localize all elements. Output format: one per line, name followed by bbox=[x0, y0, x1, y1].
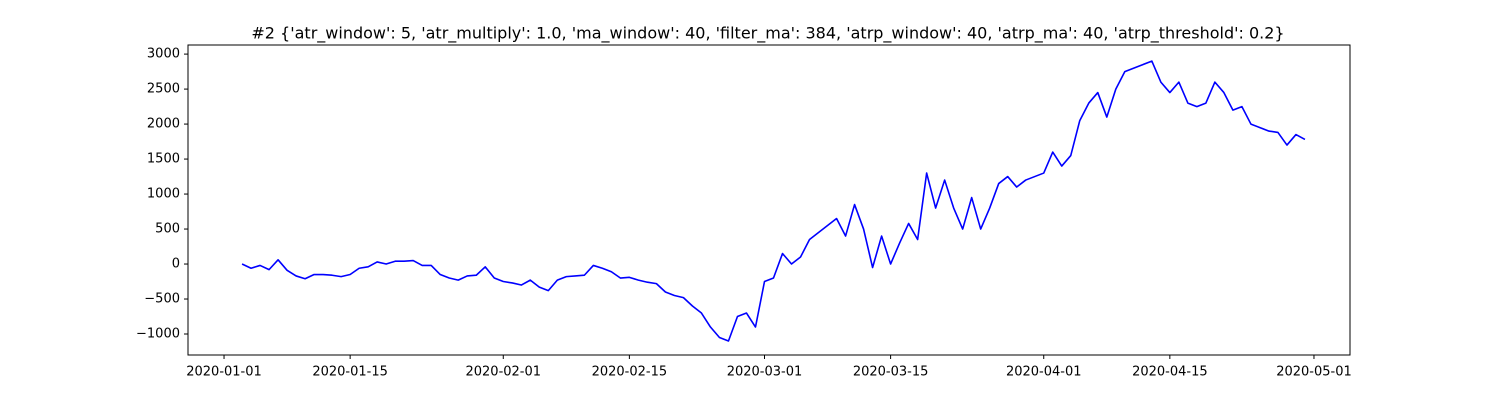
y-tick-label: 1500 bbox=[147, 152, 180, 167]
x-tick-label: 2020-04-01 bbox=[1006, 365, 1082, 380]
plot-frame bbox=[187, 44, 1351, 356]
x-tick-label: 2020-02-01 bbox=[465, 365, 541, 380]
x-tick-label: 2020-03-01 bbox=[727, 365, 803, 380]
data-line bbox=[241, 60, 1306, 342]
y-tick-label: 0 bbox=[172, 257, 180, 272]
x-tick-label: 2020-03-15 bbox=[853, 365, 929, 380]
x-tick-label: 2020-04-15 bbox=[1132, 365, 1208, 380]
x-tick-label: 2020-05-01 bbox=[1276, 365, 1352, 380]
y-tick-label: 2500 bbox=[147, 82, 180, 97]
x-tick-label: 2020-01-15 bbox=[312, 365, 388, 380]
y-tick-label: −500 bbox=[144, 292, 180, 307]
x-tick-label: 2020-01-01 bbox=[186, 365, 262, 380]
y-tick-label: 1000 bbox=[147, 187, 180, 202]
y-tick-label: 500 bbox=[155, 222, 180, 237]
y-tick-label: −1000 bbox=[136, 327, 180, 342]
x-tick-label: 2020-02-15 bbox=[592, 365, 668, 380]
y-tick-label: 3000 bbox=[147, 47, 180, 62]
chart-title: #2 {'atr_window': 5, 'atr_multiply': 1.0… bbox=[251, 24, 1284, 44]
y-tick-label: 2000 bbox=[147, 117, 180, 132]
